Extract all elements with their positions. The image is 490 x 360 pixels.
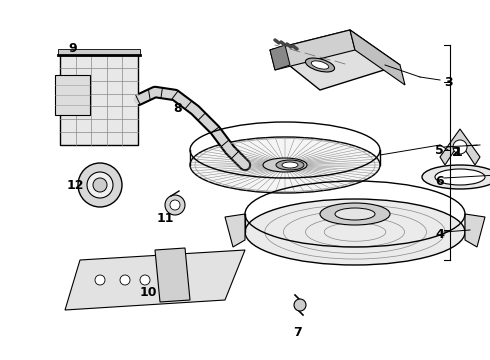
Circle shape — [95, 275, 105, 285]
FancyBboxPatch shape — [55, 75, 90, 115]
Text: 12: 12 — [66, 179, 84, 192]
Polygon shape — [465, 214, 485, 247]
Circle shape — [120, 275, 130, 285]
Ellipse shape — [276, 160, 304, 170]
Polygon shape — [270, 45, 290, 70]
Ellipse shape — [190, 137, 380, 193]
Ellipse shape — [245, 199, 465, 265]
Polygon shape — [440, 129, 480, 165]
Text: 3: 3 — [444, 76, 453, 89]
Circle shape — [160, 275, 170, 285]
Text: 7: 7 — [294, 325, 302, 338]
Circle shape — [93, 178, 107, 192]
Ellipse shape — [305, 58, 335, 72]
Polygon shape — [270, 30, 355, 70]
Text: 1: 1 — [454, 146, 463, 159]
Circle shape — [170, 200, 180, 210]
Text: 2: 2 — [452, 145, 461, 158]
Text: 4: 4 — [435, 229, 444, 242]
FancyBboxPatch shape — [58, 49, 140, 55]
Text: 6: 6 — [436, 175, 444, 188]
Polygon shape — [65, 250, 245, 310]
Text: 8: 8 — [173, 102, 182, 114]
Circle shape — [294, 299, 306, 311]
Circle shape — [165, 195, 185, 215]
Text: 10: 10 — [139, 285, 157, 298]
Ellipse shape — [311, 61, 329, 69]
Circle shape — [87, 172, 113, 198]
Circle shape — [453, 140, 467, 154]
Ellipse shape — [335, 208, 375, 220]
Ellipse shape — [422, 165, 490, 189]
Circle shape — [140, 275, 150, 285]
Ellipse shape — [435, 169, 485, 185]
FancyBboxPatch shape — [60, 55, 138, 145]
Ellipse shape — [320, 203, 390, 225]
Polygon shape — [225, 214, 245, 247]
Polygon shape — [155, 248, 190, 302]
Text: 11: 11 — [156, 212, 174, 225]
Polygon shape — [270, 30, 400, 90]
Ellipse shape — [282, 162, 298, 168]
Ellipse shape — [263, 158, 307, 172]
Circle shape — [78, 163, 122, 207]
Polygon shape — [350, 30, 405, 85]
Text: 5: 5 — [435, 144, 444, 157]
Text: 9: 9 — [69, 41, 77, 54]
